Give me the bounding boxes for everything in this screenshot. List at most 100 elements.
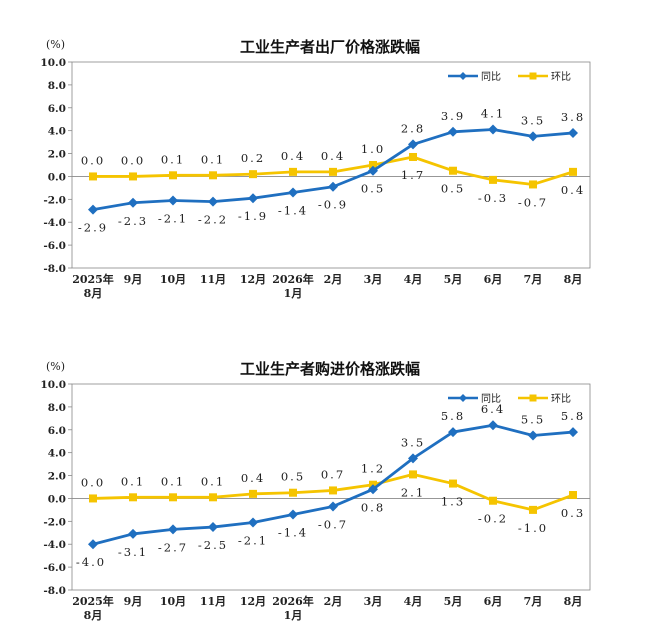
x-tick-label: 6月 xyxy=(484,273,503,286)
data-label: 0.2 xyxy=(241,151,265,165)
y-tick-label: 6.0 xyxy=(48,103,66,115)
x-tick-label: 3月 xyxy=(364,595,383,608)
y-tick-label: 4.0 xyxy=(48,126,66,138)
data-label: -0.3 xyxy=(478,191,508,205)
data-point-diamond xyxy=(368,165,378,176)
x-tick-label: 11月 xyxy=(200,273,226,286)
data-label: 0.1 xyxy=(121,474,145,488)
x-tick-label: 2025年 xyxy=(72,272,114,286)
data-label: -0.7 xyxy=(318,517,348,531)
data-label: 5.5 xyxy=(521,413,545,427)
y-tick-label: 2.0 xyxy=(48,149,66,161)
data-label: -4.0 xyxy=(76,555,106,569)
y-tick-label: -2.0 xyxy=(43,516,66,528)
y-tick-label: -8.0 xyxy=(43,263,66,275)
data-label: 0.4 xyxy=(321,149,345,163)
legend-marker-diamond xyxy=(459,72,467,80)
data-point-square xyxy=(289,488,297,497)
data-point-diamond xyxy=(528,430,538,441)
chart-title: 工业生产者出厂价格涨跌幅 xyxy=(240,38,420,56)
data-label: 0.0 xyxy=(81,475,105,489)
data-label: -1.9 xyxy=(238,209,268,223)
data-label: -2.2 xyxy=(198,213,228,227)
x-tick-label: 8月 xyxy=(564,273,583,286)
legend-item: 同比 xyxy=(448,71,501,83)
data-label: 3.5 xyxy=(521,113,545,127)
chart-ppi-ex-factory: 工业生产者出厂价格涨跌幅 (%) 10.0 8.0 6.0 4.0 2.0 0.0 -2.0 -4… xyxy=(0,0,654,310)
data-point-diamond xyxy=(488,420,498,431)
y-axis-unit: (%) xyxy=(46,360,65,373)
legend-marker-square xyxy=(529,394,537,402)
data-label: -1.0 xyxy=(518,521,548,535)
x-tick-label: 4月 xyxy=(404,273,423,286)
data-point-diamond xyxy=(248,193,258,204)
data-label: 5.8 xyxy=(441,409,465,423)
plot-frame xyxy=(71,61,591,269)
y-tick-label: 8.0 xyxy=(48,80,66,92)
x-tick-label: 5月 xyxy=(444,273,463,286)
data-point-diamond xyxy=(568,427,578,438)
data-label: -2.1 xyxy=(158,211,188,225)
x-tick-label-line2: 8月 xyxy=(84,609,103,622)
data-point-diamond xyxy=(408,453,418,464)
plot-frame xyxy=(71,383,591,591)
data-point-square xyxy=(169,493,177,502)
data-label: 6.4 xyxy=(481,402,505,416)
data-point-square xyxy=(129,493,137,502)
x-tick-label: 6月 xyxy=(484,595,503,608)
data-label: 0.3 xyxy=(561,506,585,520)
data-point-diamond xyxy=(128,528,138,539)
x-tick-label: 10月 xyxy=(160,595,186,608)
y-axis-unit: (%) xyxy=(46,38,65,51)
legend-marker-diamond xyxy=(459,394,467,402)
chart-ppi-purchase: 工业生产者购进价格涨跌幅 (%) 10.0 8.0 6.0 4.0 2.0 0.0 -2.0 -4… xyxy=(0,322,654,632)
data-point-square xyxy=(569,491,577,500)
data-point-diamond xyxy=(448,126,458,137)
data-point-square xyxy=(89,494,97,503)
data-point-square xyxy=(169,171,177,180)
legend-marker-square xyxy=(529,72,537,80)
data-label: -2.3 xyxy=(118,214,148,228)
data-label: -0.9 xyxy=(318,198,348,212)
y-tick-label: -4.0 xyxy=(43,217,66,229)
data-label: 0.7 xyxy=(321,467,345,481)
data-point-diamond xyxy=(168,195,178,206)
x-tick-label: 8月 xyxy=(564,595,583,608)
data-label: 0.1 xyxy=(161,152,185,166)
data-label: 0.8 xyxy=(361,500,385,514)
legend-item: 同比 xyxy=(448,393,501,405)
x-tick-label: 9月 xyxy=(124,273,143,286)
y-tick-label: 4.0 xyxy=(48,448,66,460)
data-label: 0.5 xyxy=(361,182,385,196)
data-point-square xyxy=(209,493,217,502)
legend-label: 环比 xyxy=(551,393,571,405)
y-tick-label: -6.0 xyxy=(43,562,66,574)
data-point-diamond xyxy=(568,127,578,138)
data-point-square xyxy=(409,152,417,161)
y-tick-label: -2.0 xyxy=(43,194,66,206)
data-point-diamond xyxy=(288,509,298,520)
data-point-square xyxy=(329,486,337,495)
chart-svg: 工业生产者出厂价格涨跌幅 (%) 10.0 8.0 6.0 4.0 2.0 0.0 -2.0 -4… xyxy=(40,38,591,300)
data-point-square xyxy=(249,170,257,179)
data-point-diamond xyxy=(408,139,418,150)
data-label: 2.8 xyxy=(401,121,425,135)
y-tick-label: 2.0 xyxy=(48,471,66,483)
data-label: 0.4 xyxy=(281,149,305,163)
data-label: 0.4 xyxy=(241,471,265,485)
data-label: -0.7 xyxy=(518,195,548,209)
data-label: 0.5 xyxy=(441,182,465,196)
data-point-square xyxy=(89,172,97,181)
data-point-diamond xyxy=(208,522,218,533)
data-point-square xyxy=(529,505,537,514)
data-label: 5.8 xyxy=(561,409,585,423)
data-label: -2.5 xyxy=(198,538,228,552)
x-tick-label: 7月 xyxy=(524,595,543,608)
data-point-diamond xyxy=(528,131,538,142)
data-label: -3.1 xyxy=(118,545,148,559)
chart-title: 工业生产者购进价格涨跌幅 xyxy=(240,360,420,378)
x-tick-label: 12月 xyxy=(240,273,266,286)
data-label: -2.1 xyxy=(238,533,268,547)
data-label: 0.0 xyxy=(81,153,105,167)
x-tick-label: 7月 xyxy=(524,273,543,286)
